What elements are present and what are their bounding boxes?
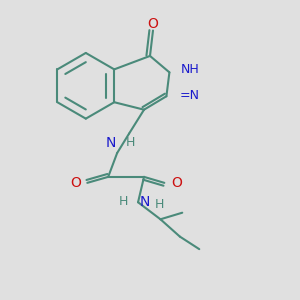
Text: =N: =N (180, 89, 200, 102)
Text: O: O (148, 17, 158, 31)
Text: H: H (126, 136, 136, 149)
Text: H: H (155, 198, 164, 211)
Text: O: O (171, 176, 182, 190)
Text: O: O (70, 176, 81, 190)
Text: H: H (119, 195, 128, 208)
Text: N: N (140, 195, 150, 209)
Text: NH: NH (181, 64, 200, 76)
Text: N: N (105, 136, 116, 150)
